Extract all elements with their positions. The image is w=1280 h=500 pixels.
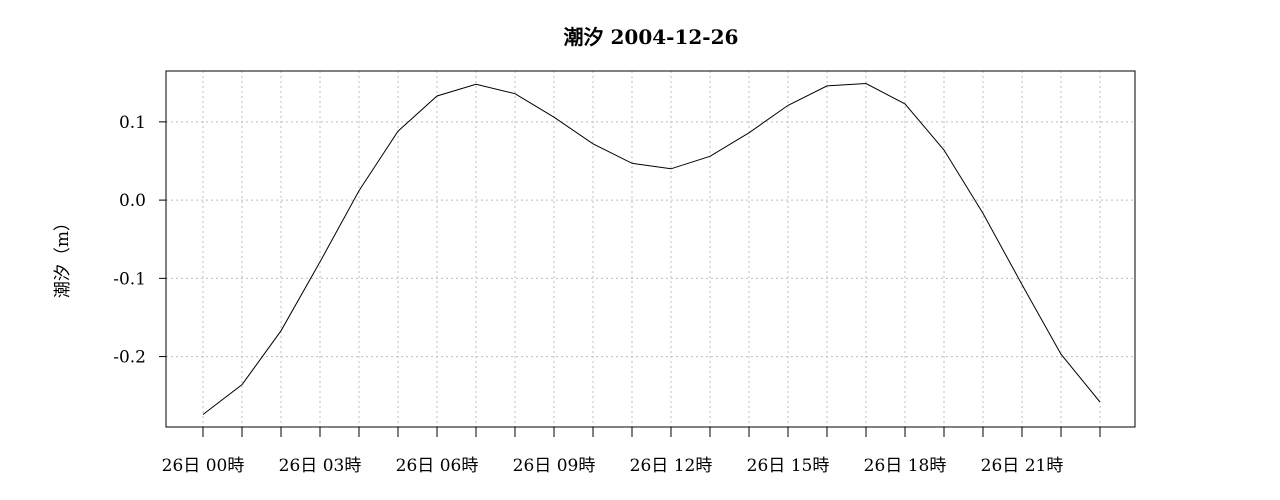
x-tick-label: 26日 03時 xyxy=(279,456,362,476)
series-layer xyxy=(202,82,1101,415)
x-tick-label: 26日 09時 xyxy=(513,456,596,476)
y-axis: 0.1 0.0 -0.1 -0.2 xyxy=(113,113,166,368)
x-tick-label: 26日 15時 xyxy=(747,456,830,476)
x-tick-label: 26日 06時 xyxy=(396,456,479,476)
x-tick-label: 26日 18時 xyxy=(864,456,947,476)
grid-layer xyxy=(166,71,1135,427)
x-tick-label: 26日 21時 xyxy=(981,456,1064,476)
x-axis: 26日 00時 26日 03時 26日 06時 26日 09時 26日 12時 26日 1… xyxy=(162,427,1101,476)
y-tick-label: 0.1 xyxy=(119,113,146,133)
y-tick-label: 0.0 xyxy=(119,191,146,211)
chart-title: 潮汐 2004-12-26 xyxy=(564,25,739,49)
x-tick-label: 26日 12時 xyxy=(630,456,713,476)
y-tick-label: -0.2 xyxy=(113,348,146,368)
y-axis-label: 潮汐（m） xyxy=(53,214,73,298)
tide-series-line xyxy=(202,82,1101,415)
y-tick-label: -0.1 xyxy=(113,269,146,289)
plot-frame xyxy=(165,70,1136,428)
x-tick-label: 26日 00時 xyxy=(162,456,245,476)
